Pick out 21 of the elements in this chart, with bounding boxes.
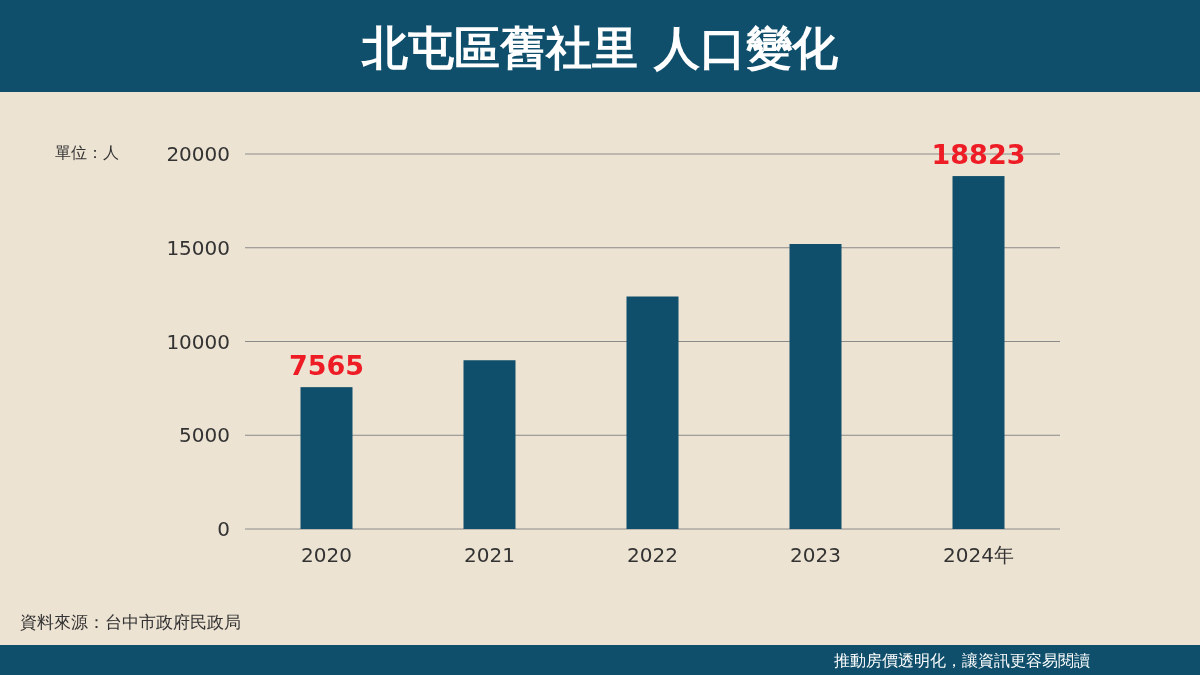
text: 推動房價透明化，讓資訊更容易閱讀	[834, 651, 1090, 670]
x-tick-label: 2021	[464, 543, 515, 567]
bar	[952, 176, 1005, 529]
y-axis-title: 單位：人	[55, 143, 119, 162]
bar	[626, 296, 679, 529]
chart-title: 北屯區舊社里 人口變化	[360, 21, 840, 75]
x-tick-label: 2020	[301, 543, 352, 567]
x-tick-label: 2024年	[943, 543, 1014, 567]
bar	[463, 360, 516, 529]
y-tick-label: 20000	[166, 142, 230, 166]
data-label: 18823	[931, 139, 1026, 171]
source-note: 資料來源：台中市政府民政局	[20, 612, 241, 632]
y-tick-label: 10000	[166, 329, 230, 354]
y-tick-label: 15000	[166, 235, 230, 260]
y-tick-label: 0	[217, 517, 230, 541]
x-tick-label: 2023	[790, 543, 841, 567]
bar	[789, 244, 842, 529]
y-tick-label: 5000	[179, 423, 230, 448]
data-label: 7565	[288, 350, 365, 382]
bar	[300, 387, 353, 529]
x-tick-label: 2022	[627, 543, 678, 567]
